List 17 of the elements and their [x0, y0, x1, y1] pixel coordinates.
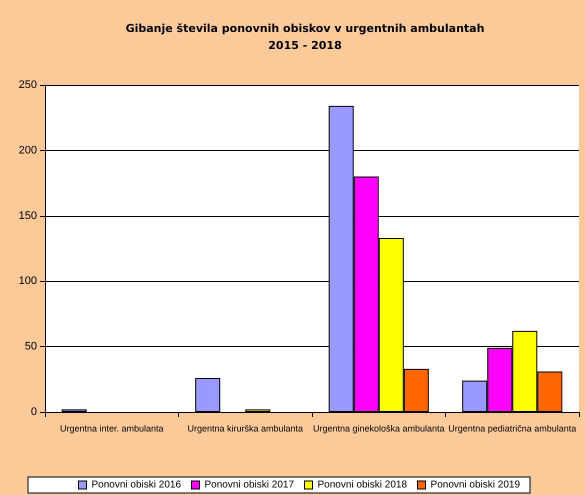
x-tick-label: Urgentna inter. ambulanta: [60, 424, 164, 434]
y-tick-label: 50: [24, 340, 37, 353]
legend-label: Ponovni obiski 2018: [318, 480, 408, 490]
x-tick-label: Urgentna ginekološka ambulanta: [312, 424, 445, 434]
y-tick-label: 200: [18, 144, 37, 156]
legend-label: Ponovni obiski 2019: [430, 480, 520, 490]
y-tick-label: 0: [30, 406, 37, 418]
bar: [195, 378, 220, 412]
chart-subtitle: 2015 - 2018: [268, 39, 342, 52]
legend-label: Ponovni obiski 2017: [204, 480, 294, 490]
legend-label: Ponovni obiski 2016: [92, 480, 182, 490]
y-tick-label: 100: [18, 275, 37, 288]
y-tick-label: 250: [18, 79, 37, 91]
y-tick-label: 150: [18, 210, 37, 222]
chart-title: Gibanje števila ponovnih obiskov v urgentnih ambulantah: [126, 22, 484, 35]
x-tick-label: Urgentna pediatrična ambulanta: [448, 424, 576, 434]
x-tick-label: Urgentna kirurška ambulanta: [187, 424, 304, 434]
